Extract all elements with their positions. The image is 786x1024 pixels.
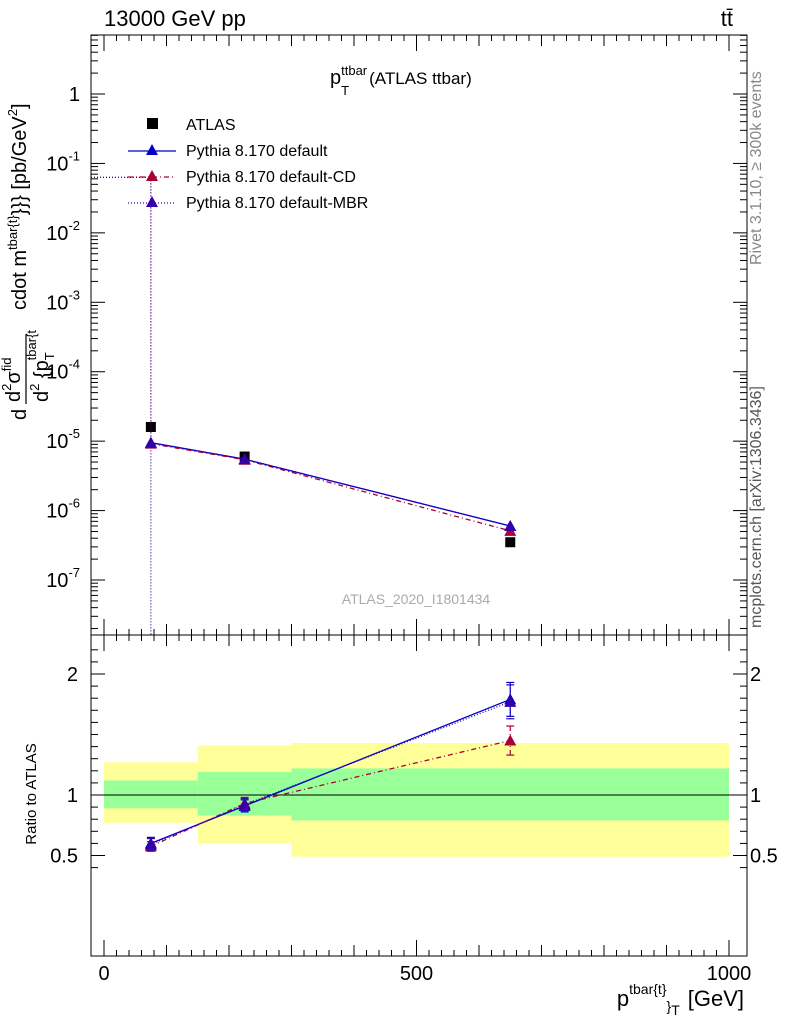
tick-base: 10 (46, 153, 68, 175)
x-tick-label: 500 (400, 963, 433, 985)
ratio-y-tick-label-left: 2 (67, 664, 78, 686)
svg-text:d2σfid: d2σfid (0, 358, 25, 402)
band-inner (104, 780, 198, 809)
main-y-tick-label: 1 (69, 84, 80, 106)
x-axis-label: ptbar{t}}T [GeV] (617, 981, 744, 1018)
ratio-y-tick-label-left: 0.5 (50, 846, 78, 868)
mbr-ratio-point (144, 838, 157, 850)
ratio-y-tick-label-right: 1 (750, 785, 761, 807)
cd-series-line (150, 443, 511, 532)
ratio-uncertainty-bands (91, 742, 747, 857)
ratio-y-tick-label-left: 1 (67, 785, 78, 807)
main-y-tick-label: 10-4 (46, 357, 80, 384)
main-title: pttbar T(ATLAS ttbar) (330, 63, 472, 98)
main-y-tick-label: 10-2 (46, 218, 80, 245)
band-inner (291, 768, 729, 821)
tick-exponent: -5 (68, 426, 80, 441)
tick-exponent: -7 (68, 565, 80, 580)
tick-exponent: -1 (68, 148, 80, 163)
svg-text:cdot mtbar{t}}}} [pb/GeV2]: cdot mtbar{t}}}} [pb/GeV2] (5, 103, 31, 310)
tick-base: 10 (46, 223, 68, 245)
side-label-mcplots: mcplots.cern.ch [arXiv:1306.3436] (748, 386, 765, 628)
main-y-label: d d2σfid d2 {pTtbar{t cdot mtbar{t}}}} [… (0, 103, 57, 420)
mbr-data-point (238, 453, 251, 465)
ratio-y-tick-label-right: 0.5 (750, 846, 778, 868)
ratio-axis-ticks: 0 500 1000 0.5 0.5 1 1 2 2 (50, 634, 778, 985)
default-series-line (150, 442, 511, 527)
legend-label-mbr: Pythia 8.170 default-MBR (186, 195, 368, 212)
tick-base: 10 (46, 570, 68, 592)
tick-exponent: -3 (68, 287, 80, 302)
mbr-ratio-point (504, 695, 517, 707)
tick-base: 10 (46, 292, 68, 314)
mbr-data-point (144, 436, 157, 448)
mbr-data-point (504, 519, 517, 531)
legend-marker-default (146, 144, 158, 155)
tick-base: 10 (46, 362, 68, 384)
tick-exponent: -4 (68, 357, 80, 372)
legend-label-atlas: ATLAS (186, 117, 236, 134)
mbr-ratio-point (238, 798, 251, 810)
ratio-y-label: Ratio to ATLAS (23, 743, 40, 844)
svg-text:d2 {pTtbar{t: d2 {pTtbar{t (24, 330, 57, 402)
ratio-series-layer (144, 681, 517, 852)
main-y-tick-label: 10-7 (46, 565, 80, 592)
main-series-layer (91, 176, 517, 635)
tick-base: 10 (46, 501, 68, 523)
legend-marker-cd (146, 170, 158, 181)
x-tick-label: 0 (98, 963, 109, 985)
tick-exponent: -2 (68, 218, 80, 233)
legend-marker-mbr (146, 196, 158, 207)
legend-label-default: Pythia 8.170 default (186, 143, 328, 160)
svg-text:d: d (9, 409, 31, 420)
header-energy: 13000 GeV pp (104, 6, 246, 31)
main-y-tick-label: 10-3 (46, 287, 80, 314)
cd-ratio-point (504, 734, 517, 746)
tick-exponent: -6 (68, 496, 80, 511)
mbr-series-line (150, 442, 511, 527)
header-process: tt̄ (721, 6, 733, 31)
atlas-data-point (505, 537, 516, 548)
ratio-y-tick-label-right: 2 (750, 664, 761, 686)
legend-label-cd: Pythia 8.170 default-CD (186, 169, 356, 186)
main-axis-ticks: 10-710-610-510-410-310-210-11 (46, 34, 747, 635)
analysis-watermark: ATLAS_2020_I1801434 (342, 591, 491, 607)
main-y-tick-label: 10-6 (46, 496, 80, 523)
main-y-tick-label: 10-1 (46, 148, 80, 175)
legend: ATLAS Pythia 8.170 default Pythia 8.170 … (128, 117, 368, 212)
x-tick-label: 1000 (707, 963, 752, 985)
mbr-ratio-line (150, 701, 511, 846)
main-y-tick-label: 10-5 (46, 426, 80, 453)
tick-base: 10 (46, 431, 68, 453)
side-label-rivet: Rivet 3.1.10, ≥ 300k events (748, 71, 765, 265)
legend-marker-atlas (147, 118, 158, 129)
